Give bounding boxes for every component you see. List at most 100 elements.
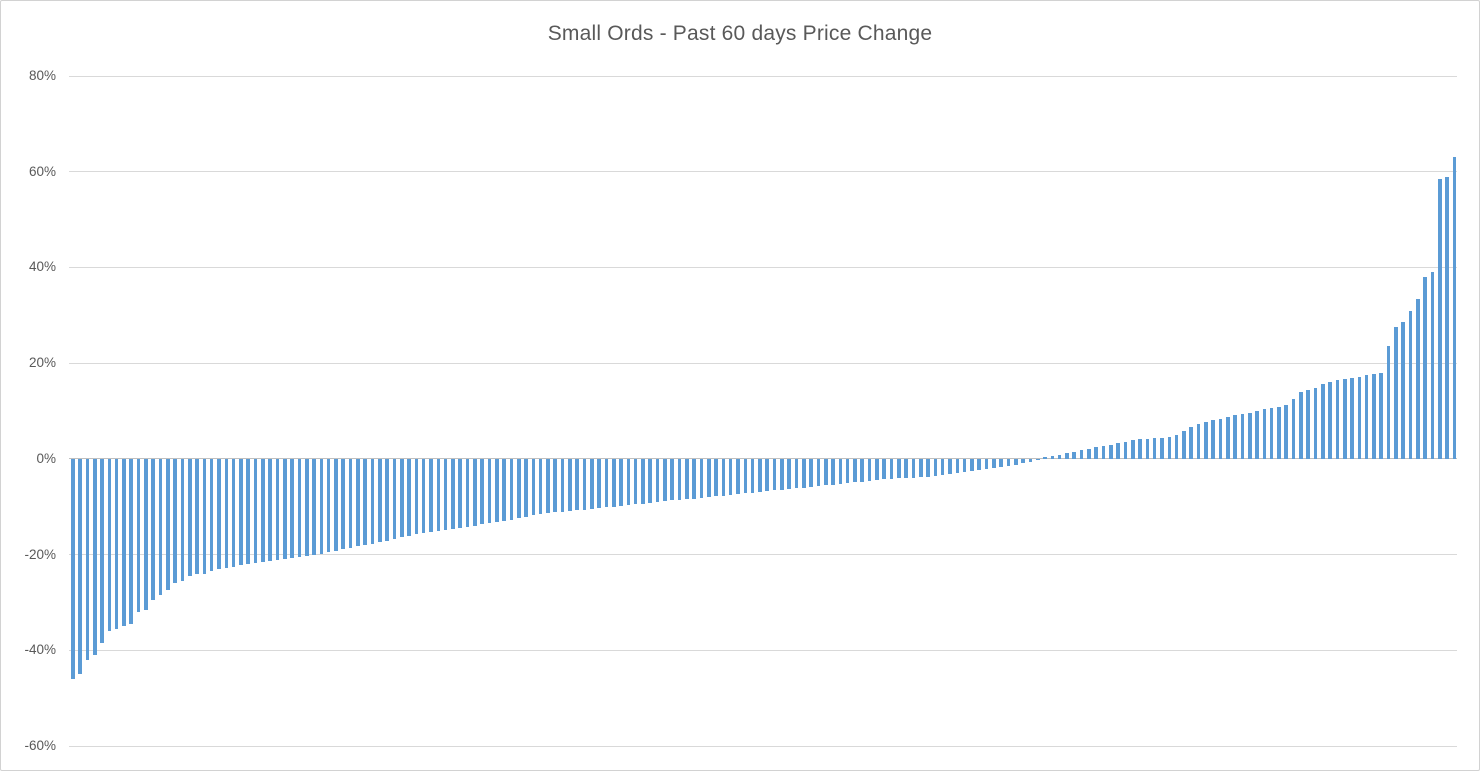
bar [78, 458, 82, 675]
bar [443, 458, 448, 531]
y-axis-tick-label: 80% [28, 68, 56, 83]
y-axis-tick-label: -20% [24, 546, 56, 562]
bar [1028, 458, 1033, 462]
bar [1423, 277, 1427, 459]
bar [480, 458, 484, 525]
bar [721, 458, 726, 496]
bar [136, 458, 141, 612]
bar [224, 458, 229, 568]
y-axis-tick-label: -60% [24, 738, 56, 753]
bar [787, 458, 791, 489]
bar [187, 458, 192, 577]
bar [1379, 372, 1384, 459]
bar [568, 458, 572, 511]
bar [619, 458, 623, 506]
bar [933, 458, 938, 477]
bar [1050, 455, 1055, 459]
bar [1065, 453, 1069, 459]
bar [282, 458, 287, 560]
bar [458, 458, 463, 528]
bar [1284, 404, 1289, 459]
bar [370, 458, 375, 544]
bar [809, 458, 813, 487]
bar [1401, 322, 1406, 459]
bar [173, 458, 177, 584]
bar [1196, 423, 1201, 459]
bar [195, 458, 199, 574]
bar [473, 458, 477, 526]
bar [1094, 447, 1098, 459]
bar [114, 458, 119, 629]
bar [882, 458, 886, 480]
bar [641, 458, 645, 504]
bar [378, 458, 382, 543]
bar [107, 458, 112, 632]
bar [1408, 310, 1413, 459]
bar [1218, 418, 1223, 459]
bar [1313, 387, 1318, 459]
bar [962, 458, 967, 473]
bar [1277, 407, 1281, 459]
bar [209, 458, 214, 572]
bar [1006, 458, 1011, 467]
bar [1109, 444, 1113, 459]
bar [560, 458, 565, 512]
bar [875, 458, 879, 481]
bar [1430, 272, 1435, 459]
bar [992, 458, 996, 469]
bar [1233, 414, 1237, 459]
bar [166, 458, 170, 591]
bar [122, 458, 126, 627]
y-axis-tick-label: 20% [28, 355, 56, 371]
y-axis-tick-label: 60% [28, 163, 56, 179]
bar [494, 458, 499, 522]
bar [1013, 458, 1018, 465]
bar [261, 458, 265, 563]
bar [1211, 419, 1215, 459]
bar [1269, 408, 1274, 459]
zero-axis-line [69, 458, 1457, 460]
bar [823, 458, 828, 486]
gridline [69, 75, 1457, 77]
bar [1416, 298, 1420, 459]
bar [677, 458, 682, 500]
bar [414, 458, 419, 535]
bar [670, 458, 675, 501]
bar [253, 458, 258, 564]
bar [144, 458, 148, 610]
bar [1372, 373, 1376, 459]
bar [312, 458, 316, 556]
bar [1116, 443, 1120, 459]
bar [436, 458, 441, 532]
gridline [69, 171, 1457, 173]
bar [326, 458, 331, 553]
chart-title: Small Ords - Past 60 days Price Change [547, 22, 933, 45]
bar [685, 458, 689, 500]
bar [1021, 458, 1025, 464]
bar [984, 458, 989, 470]
bar [816, 458, 821, 487]
bar [524, 458, 528, 517]
bar [319, 458, 324, 554]
bar [889, 458, 894, 479]
bar [1262, 409, 1267, 459]
bar [1364, 374, 1369, 459]
bar [1152, 438, 1157, 459]
bar [1145, 438, 1150, 459]
bar [487, 458, 492, 524]
bar [1160, 437, 1164, 459]
bar [699, 458, 704, 498]
bar [575, 458, 579, 511]
bar [1452, 157, 1457, 459]
bar [239, 458, 243, 566]
bar [531, 458, 536, 516]
gridline [69, 745, 1457, 747]
bar [1130, 440, 1135, 459]
bar [1123, 441, 1128, 459]
bar [918, 458, 923, 478]
bar [633, 458, 638, 505]
bar [246, 458, 251, 565]
bar [736, 458, 740, 495]
